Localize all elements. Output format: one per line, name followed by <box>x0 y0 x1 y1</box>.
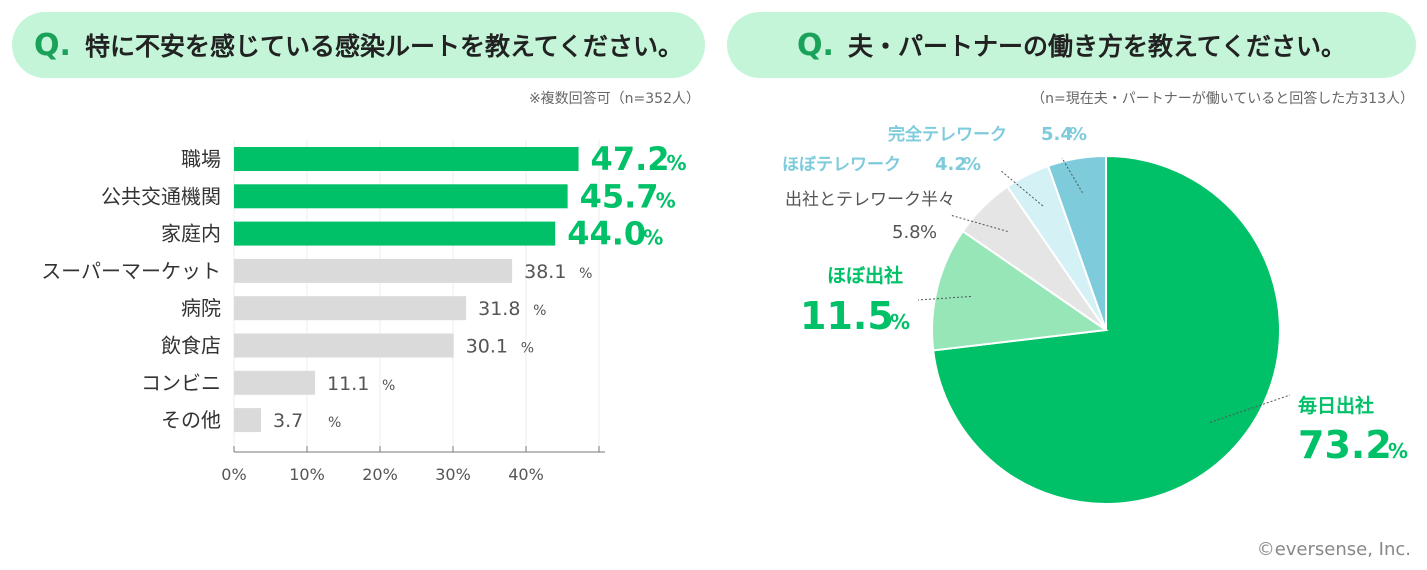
value-unit-5: % <box>521 341 534 357</box>
category-label-6: コンビニ <box>141 371 221 395</box>
right-sample-note: （n=現在夫・パートナーが働いていると回答した方313人） <box>1031 91 1414 107</box>
value-label-3: 38.1 <box>524 261 566 283</box>
pie-value-mostly-remote: 4.2 <box>935 154 967 175</box>
bar-5 <box>234 333 454 358</box>
pie-leader-3 <box>999 169 1044 207</box>
value-label-4: 31.8 <box>478 298 520 320</box>
x-tick-label-3: 30% <box>435 465 471 484</box>
pie-label-mostly-remote: ほぼテレワーク <box>782 155 901 175</box>
value-label-2: 44.0 <box>567 215 646 253</box>
category-label-3: スーパーマーケット <box>41 259 221 283</box>
pie-value-full-remote: 5.4 <box>1041 124 1073 145</box>
x-tick-label-4: 40% <box>508 465 544 484</box>
value-unit-6: % <box>382 378 395 394</box>
value-unit-0: % <box>667 151 687 175</box>
left-question-text: 特に不安を感じている感染ルートを教えてください。 <box>84 32 683 61</box>
pie-unit-mostly-remote: % <box>963 154 981 175</box>
value-unit-1: % <box>656 188 676 212</box>
right-question-text: 夫・パートナーの働き方を教えてください。 <box>847 32 1346 61</box>
pie-leader-1 <box>917 295 971 301</box>
pie-unit-daily: % <box>1388 439 1408 463</box>
category-label-1: 公共交通機関 <box>101 184 221 208</box>
pie-leader-4 <box>1061 157 1083 194</box>
value-unit-2: % <box>643 226 663 250</box>
left-question-header: Q. 特に不安を感じている感染ルートを教えてください。 <box>12 12 705 78</box>
bar-0 <box>234 147 579 171</box>
bar-4 <box>234 296 467 321</box>
category-label-0: 職場 <box>181 147 221 171</box>
bar-7 <box>234 408 262 433</box>
value-label-5: 30.1 <box>466 336 508 358</box>
pie-label-full-remote: 完全テレワーク <box>888 124 1007 145</box>
value-label-1: 45.7 <box>580 177 659 215</box>
left-question-q: Q. <box>34 27 71 63</box>
right-question-q: Q. <box>797 27 834 63</box>
bar-1 <box>234 184 568 209</box>
pie-value-mostly-office: 11.5 <box>800 294 894 338</box>
bar-3 <box>234 258 513 283</box>
left-sample-note: ※複数回答可（n=352人） <box>528 91 700 107</box>
category-label-2: 家庭内 <box>161 222 221 246</box>
pie-value-half: 5.8 <box>892 222 921 243</box>
pie-label-daily: 毎日出社 <box>1298 394 1374 417</box>
x-tick-label-0: 0% <box>221 465 246 484</box>
value-label-7: 3.7 <box>273 410 303 432</box>
pie-unit-full-remote: % <box>1069 124 1087 145</box>
pie-leader-2 <box>949 214 1008 232</box>
right-question-header: Q. 夫・パートナーの働き方を教えてください。 <box>727 12 1416 78</box>
value-unit-3: % <box>579 266 592 282</box>
category-label-4: 病院 <box>181 296 221 320</box>
value-label-0: 47.2 <box>591 140 670 178</box>
category-label-5: 飲食店 <box>161 334 221 358</box>
category-label-7: その他 <box>161 408 221 432</box>
value-unit-7: % <box>328 415 341 431</box>
bar-6 <box>234 370 316 395</box>
x-tick-label-2: 20% <box>362 465 398 484</box>
pie-unit-mostly-office: % <box>890 310 910 334</box>
value-unit-4: % <box>533 303 546 319</box>
pie-value-daily: 73.2 <box>1298 423 1392 467</box>
value-label-6: 11.1 <box>327 373 369 395</box>
pie-slice-1 <box>931 229 1109 352</box>
pie-label-half: 出社とテレワーク半々 <box>785 190 955 210</box>
bar-2 <box>234 221 556 246</box>
copyright: ©eversense, Inc. <box>1256 539 1411 560</box>
pie-label-mostly-office: ほぼ出社 <box>827 264 903 287</box>
x-tick-label-1: 10% <box>289 465 325 484</box>
pie-unit-half: % <box>920 222 937 243</box>
pie-slice-4 <box>1046 154 1107 331</box>
